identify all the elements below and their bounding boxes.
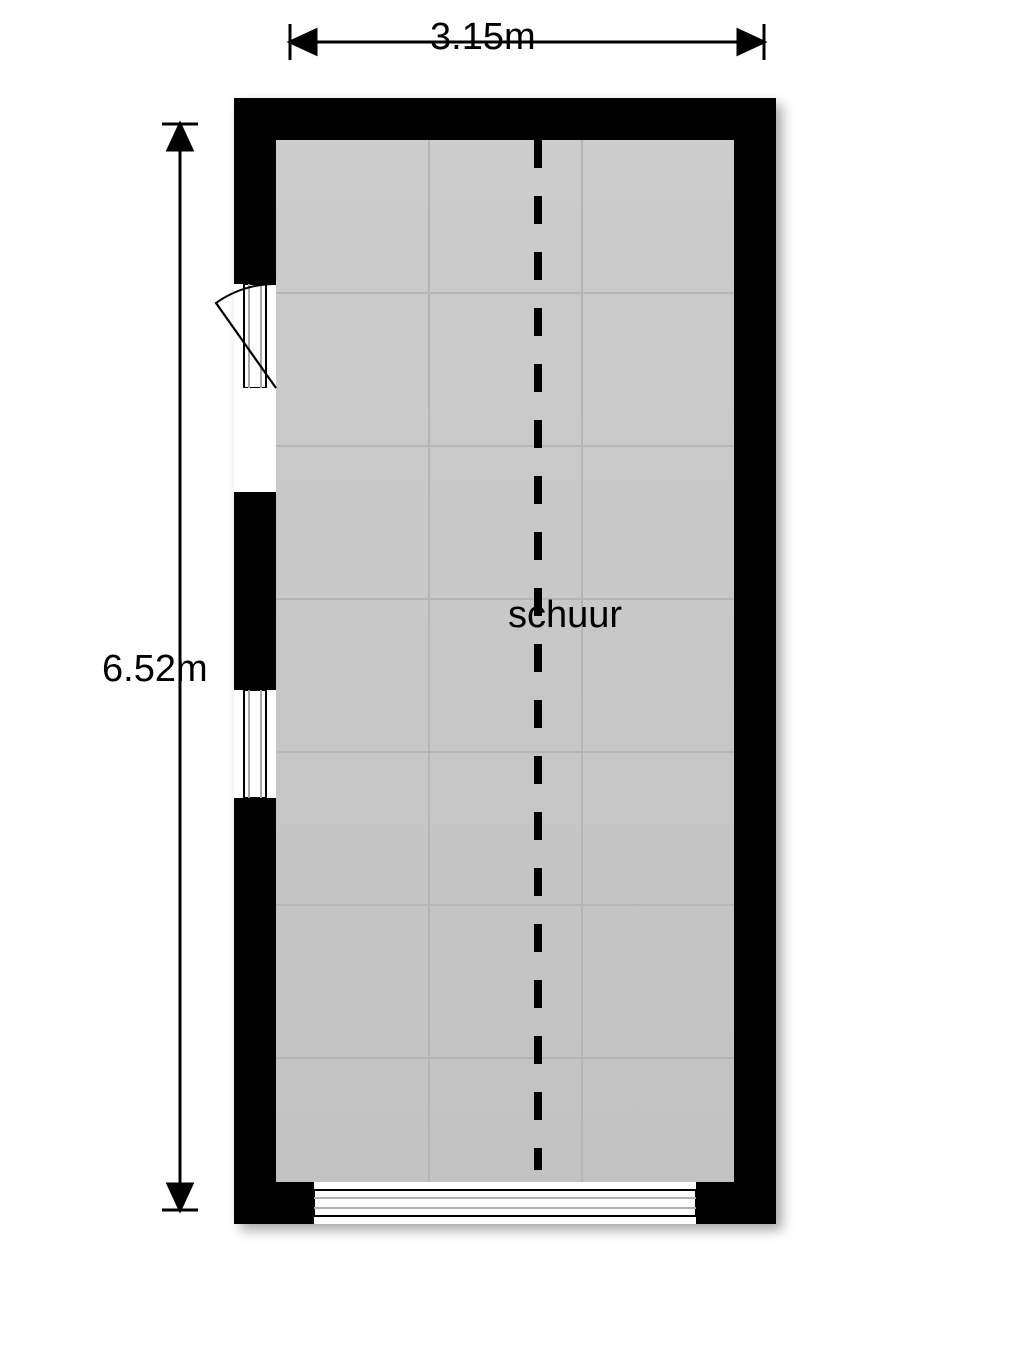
dimension-width-label: 3.15m — [430, 16, 536, 59]
bottom-threshold — [314, 1182, 696, 1224]
floorplan-canvas: 3.15m 6.52m schuur — [0, 0, 1024, 1366]
room-label: schuur — [508, 594, 622, 637]
left-window-2 — [234, 690, 276, 798]
floor — [276, 140, 734, 1182]
dimension-height-label: 6.52m — [102, 648, 208, 691]
